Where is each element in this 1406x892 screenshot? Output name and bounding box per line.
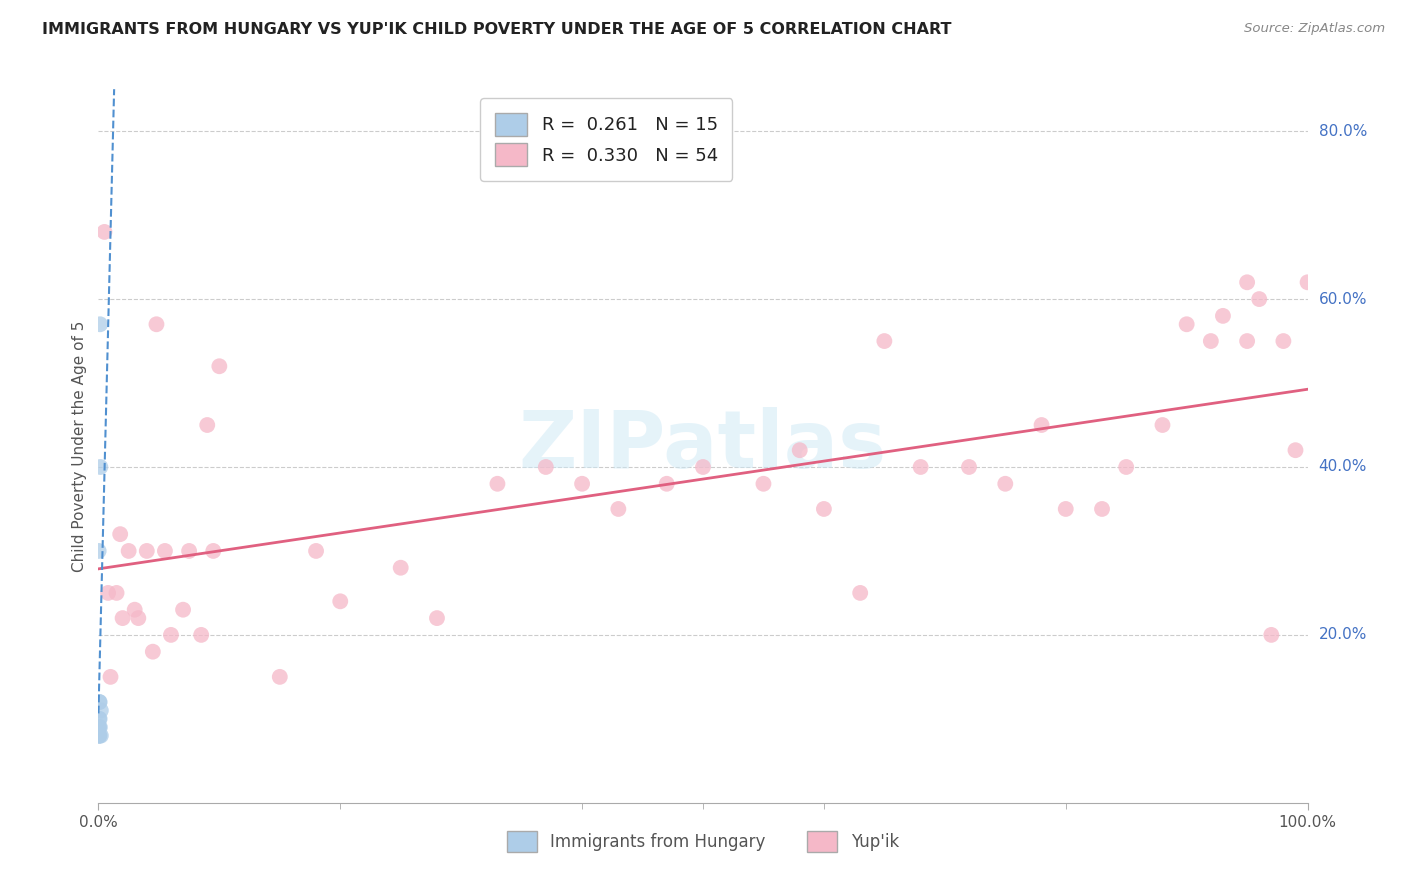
Point	[1152, 417, 1174, 432]
Point	[89, 695, 111, 709]
Point	[1091, 502, 1114, 516]
Point	[873, 334, 896, 348]
Point	[87, 544, 110, 558]
Point	[1272, 334, 1295, 348]
Text: IMMIGRANTS FROM HUNGARY VS YUP'IK CHILD POVERTY UNDER THE AGE OF 5 CORRELATION C: IMMIGRANTS FROM HUNGARY VS YUP'IK CHILD …	[42, 22, 952, 37]
Point	[89, 712, 111, 726]
Point	[202, 544, 225, 558]
Point	[910, 460, 932, 475]
Point	[813, 502, 835, 516]
Point	[97, 586, 120, 600]
Point	[142, 645, 165, 659]
Point	[89, 729, 111, 743]
Point	[1212, 309, 1234, 323]
Point	[1199, 334, 1222, 348]
Text: 60.0%: 60.0%	[1319, 292, 1367, 307]
Point	[389, 560, 412, 574]
Point	[655, 476, 678, 491]
Point	[111, 611, 134, 625]
Point	[752, 476, 775, 491]
Point	[89, 720, 111, 734]
Point	[87, 729, 110, 743]
Point	[89, 460, 111, 475]
Point	[1284, 443, 1306, 458]
Point	[789, 443, 811, 458]
Point	[93, 225, 115, 239]
Y-axis label: Child Poverty Under the Age of 5: Child Poverty Under the Age of 5	[72, 320, 87, 572]
Text: 80.0%: 80.0%	[1319, 124, 1367, 138]
Point	[305, 544, 328, 558]
Text: Source: ZipAtlas.com: Source: ZipAtlas.com	[1244, 22, 1385, 36]
Point	[105, 586, 128, 600]
Point	[89, 729, 111, 743]
Point	[269, 670, 291, 684]
Point	[179, 544, 201, 558]
Point	[87, 712, 110, 726]
Point	[127, 611, 149, 625]
Point	[1031, 417, 1053, 432]
Point	[534, 460, 557, 475]
Point	[426, 611, 449, 625]
Point	[692, 460, 714, 475]
Point	[1175, 318, 1198, 332]
Point	[90, 703, 112, 717]
Text: ZIPatlas: ZIPatlas	[519, 407, 887, 485]
Point	[190, 628, 212, 642]
Point	[90, 729, 112, 743]
Point	[994, 476, 1017, 491]
Point	[89, 695, 111, 709]
Point	[607, 502, 630, 516]
Point	[89, 318, 111, 332]
Legend: Immigrants from Hungary, Yup'ik: Immigrants from Hungary, Yup'ik	[501, 824, 905, 859]
Point	[124, 603, 146, 617]
Point	[145, 318, 167, 332]
Point	[118, 544, 141, 558]
Point	[208, 359, 231, 374]
Point	[957, 460, 980, 475]
Point	[1236, 275, 1258, 289]
Point	[1296, 275, 1319, 289]
Point	[571, 476, 593, 491]
Point	[849, 586, 872, 600]
Point	[87, 720, 110, 734]
Point	[108, 527, 131, 541]
Point	[1260, 628, 1282, 642]
Point	[1249, 292, 1271, 306]
Text: 20.0%: 20.0%	[1319, 627, 1367, 642]
Text: 40.0%: 40.0%	[1319, 459, 1367, 475]
Point	[172, 603, 194, 617]
Point	[100, 670, 122, 684]
Point	[1236, 334, 1258, 348]
Point	[486, 476, 509, 491]
Point	[160, 628, 183, 642]
Point	[329, 594, 352, 608]
Point	[87, 720, 110, 734]
Point	[1115, 460, 1137, 475]
Point	[195, 417, 218, 432]
Point	[135, 544, 157, 558]
Point	[153, 544, 176, 558]
Point	[1054, 502, 1077, 516]
